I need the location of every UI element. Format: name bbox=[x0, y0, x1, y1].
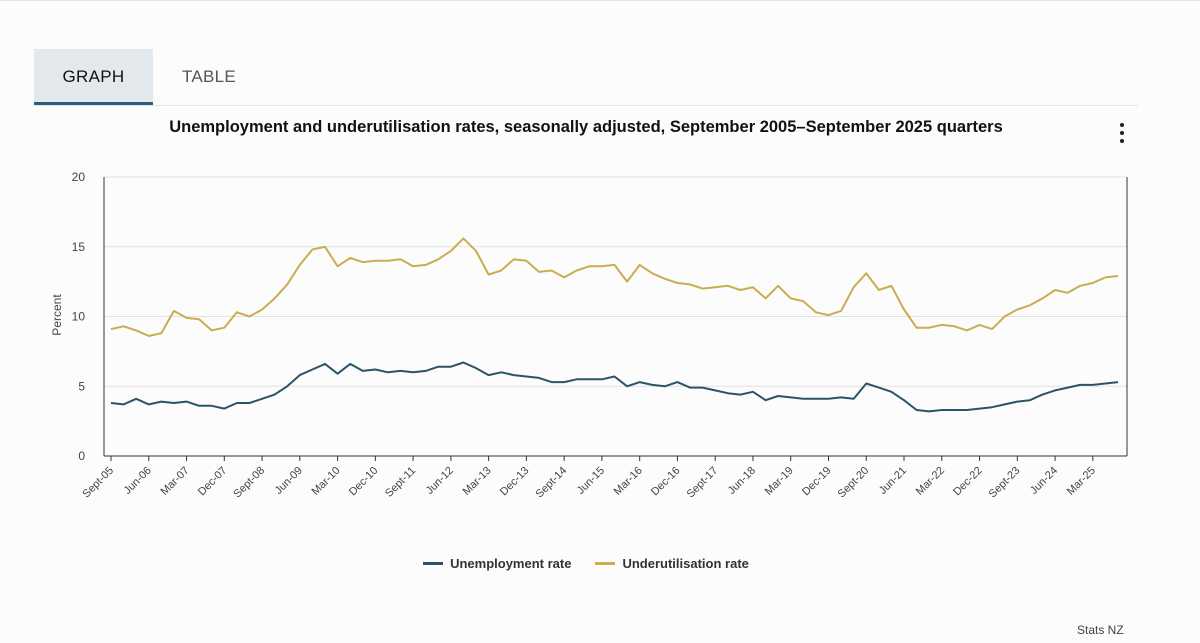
x-tick-label: Mar-22 bbox=[914, 465, 947, 498]
x-tick-label: Jun-12 bbox=[424, 465, 456, 497]
series-line-underutilisation bbox=[110, 237, 1119, 337]
more-vertical-icon[interactable] bbox=[1112, 120, 1132, 146]
y-tick-label: 15 bbox=[72, 240, 86, 254]
chart-grid bbox=[104, 176, 1127, 387]
x-tick-label: Dec-07 bbox=[196, 465, 230, 499]
legend-swatch-unemployment bbox=[423, 562, 444, 565]
view-tabs: GRAPH TABLE bbox=[34, 49, 265, 105]
x-tick-label: Mar-13 bbox=[461, 465, 494, 498]
tab-table[interactable]: TABLE bbox=[181, 67, 237, 86]
x-tick-label: Mar-10 bbox=[310, 465, 343, 498]
x-tick-label: Jun-15 bbox=[575, 465, 607, 497]
x-axis-ticks: Sept-05 Jun-06 Mar-07 Dec-07 Sept-08 Jun-09 Ma… bbox=[80, 456, 1098, 500]
x-tick-label: Dec-19 bbox=[800, 465, 834, 499]
tab-graph[interactable]: GRAPH bbox=[34, 49, 153, 105]
series-line-unemployment bbox=[110, 361, 1119, 413]
x-tick-label: Dec-22 bbox=[951, 465, 985, 499]
legend-item-unemployment[interactable]: Unemployment rate bbox=[423, 556, 571, 571]
x-tick-label: Sept-14 bbox=[534, 465, 570, 501]
x-tick-label: Dec-10 bbox=[347, 465, 381, 499]
x-tick-label: Sept-20 bbox=[836, 465, 872, 501]
menu-dot bbox=[1120, 131, 1124, 135]
legend-item-underutilisation[interactable]: Underutilisation rate bbox=[595, 556, 749, 571]
x-tick-label: Sept-23 bbox=[987, 465, 1023, 501]
legend-label-unemployment: Unemployment rate bbox=[450, 556, 572, 571]
x-tick-label: Sept-08 bbox=[231, 465, 267, 501]
tabs-divider bbox=[34, 105, 1138, 106]
menu-dot bbox=[1120, 139, 1124, 143]
y-tick-label: 10 bbox=[72, 310, 86, 324]
legend-swatch-underutilisation bbox=[595, 562, 616, 565]
x-tick-label: Sept-05 bbox=[80, 465, 116, 501]
x-tick-label: Sept-17 bbox=[685, 465, 721, 501]
x-tick-label: Jun-06 bbox=[122, 465, 154, 497]
chart-series bbox=[110, 237, 1119, 413]
y-tick-label: 5 bbox=[78, 379, 85, 393]
menu-dot bbox=[1120, 123, 1124, 127]
x-tick-label: Dec-16 bbox=[649, 465, 683, 499]
x-tick-label: Jun-24 bbox=[1028, 465, 1060, 497]
y-tick-label: 0 bbox=[78, 449, 85, 463]
x-tick-label: Sept-11 bbox=[383, 465, 418, 500]
top-border bbox=[0, 0, 1200, 1]
y-axis-ticks: 0 5 10 15 20 bbox=[72, 170, 86, 463]
legend-label-underutilisation: Underutilisation rate bbox=[622, 556, 749, 571]
chart-legend: Unemployment rate Underutilisation rate bbox=[0, 556, 1172, 571]
x-tick-label: Mar-19 bbox=[763, 465, 796, 498]
chart-title: Unemployment and underutilisation rates,… bbox=[169, 118, 1003, 136]
x-tick-label: Mar-07 bbox=[159, 465, 192, 498]
chart-axes bbox=[103, 177, 1128, 457]
x-tick-label: Jun-18 bbox=[726, 465, 758, 497]
x-tick-label: Jun-21 bbox=[877, 465, 909, 497]
x-tick-label: Mar-25 bbox=[1065, 465, 1098, 498]
y-axis-label: Percent bbox=[50, 294, 64, 336]
y-tick-label: 20 bbox=[72, 170, 86, 184]
x-tick-label: Mar-16 bbox=[612, 465, 645, 498]
x-tick-label: Jun-09 bbox=[273, 465, 305, 497]
x-tick-label: Dec-13 bbox=[498, 465, 532, 499]
source-credit: Stats NZ bbox=[1077, 623, 1124, 637]
